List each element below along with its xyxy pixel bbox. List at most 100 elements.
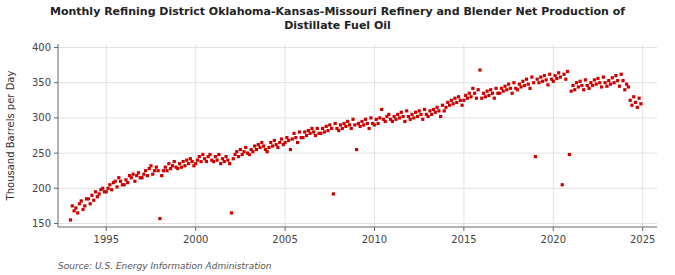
grid-line-x bbox=[553, 44, 554, 227]
grid-line-x bbox=[106, 44, 107, 227]
point bbox=[511, 92, 514, 95]
point bbox=[337, 129, 340, 132]
tick-label-x: 2000 bbox=[183, 234, 208, 245]
point bbox=[235, 150, 238, 153]
point bbox=[582, 88, 585, 91]
point bbox=[570, 90, 573, 93]
point bbox=[509, 87, 512, 90]
point bbox=[502, 90, 505, 93]
tick-x bbox=[553, 227, 554, 231]
point bbox=[414, 111, 417, 114]
point bbox=[291, 137, 294, 140]
point bbox=[89, 202, 92, 205]
point bbox=[595, 83, 598, 86]
point bbox=[224, 155, 227, 158]
point bbox=[384, 120, 387, 123]
point bbox=[357, 122, 360, 125]
point bbox=[475, 97, 478, 100]
grid-line-y bbox=[58, 223, 657, 224]
point bbox=[359, 125, 362, 128]
point bbox=[593, 78, 596, 81]
grid-line-x bbox=[374, 44, 375, 227]
point bbox=[362, 123, 365, 126]
point bbox=[494, 87, 497, 90]
point bbox=[620, 73, 623, 76]
point bbox=[400, 111, 403, 114]
point bbox=[289, 148, 292, 151]
annotation: Source: U.S. Energy Information Administ… bbox=[58, 261, 272, 271]
point bbox=[341, 127, 344, 130]
point bbox=[344, 125, 347, 128]
point bbox=[564, 78, 567, 81]
point bbox=[164, 166, 167, 169]
point bbox=[216, 159, 219, 162]
point bbox=[325, 125, 328, 128]
point bbox=[586, 84, 589, 87]
point bbox=[155, 166, 158, 169]
point bbox=[255, 148, 258, 151]
point bbox=[523, 84, 526, 87]
point bbox=[577, 85, 580, 88]
point bbox=[623, 88, 626, 91]
grid-line-x bbox=[195, 44, 196, 227]
point bbox=[108, 183, 111, 186]
point bbox=[491, 92, 494, 95]
y-axis bbox=[58, 44, 59, 227]
point bbox=[493, 97, 496, 100]
point bbox=[87, 197, 90, 200]
point bbox=[81, 208, 84, 211]
point bbox=[223, 160, 226, 163]
point bbox=[398, 116, 401, 119]
point bbox=[518, 83, 521, 86]
point bbox=[258, 146, 261, 149]
point bbox=[237, 155, 240, 158]
point bbox=[516, 88, 519, 91]
point bbox=[92, 199, 95, 202]
tick-label-x: 2025 bbox=[630, 234, 655, 245]
point bbox=[546, 83, 549, 86]
grid bbox=[58, 44, 657, 227]
point bbox=[539, 75, 542, 78]
point bbox=[368, 127, 371, 130]
point bbox=[221, 157, 224, 160]
point bbox=[559, 75, 562, 78]
point bbox=[278, 141, 281, 144]
point bbox=[185, 159, 188, 162]
point bbox=[548, 73, 551, 76]
tick-label-y: 350 bbox=[32, 77, 51, 88]
tick-label-y: 300 bbox=[32, 112, 51, 123]
point bbox=[182, 160, 185, 163]
point bbox=[443, 109, 446, 112]
tick-y bbox=[54, 188, 58, 189]
point bbox=[573, 88, 576, 91]
point bbox=[614, 74, 617, 77]
point bbox=[135, 174, 138, 177]
point bbox=[553, 74, 556, 77]
point bbox=[366, 122, 369, 125]
grid-line-y bbox=[58, 153, 657, 154]
point bbox=[214, 155, 217, 158]
point bbox=[541, 80, 544, 83]
tick-x bbox=[642, 227, 643, 231]
point bbox=[276, 146, 279, 149]
point bbox=[124, 178, 127, 181]
point bbox=[248, 153, 251, 156]
point bbox=[260, 141, 263, 144]
point bbox=[187, 162, 190, 165]
point bbox=[561, 183, 564, 186]
point bbox=[469, 95, 472, 98]
point bbox=[273, 139, 276, 142]
point bbox=[579, 80, 582, 83]
point bbox=[437, 109, 440, 112]
point bbox=[137, 171, 140, 174]
point bbox=[453, 97, 456, 100]
point bbox=[528, 87, 531, 90]
background bbox=[0, 0, 675, 275]
point bbox=[119, 180, 122, 183]
tick-x bbox=[463, 227, 464, 231]
point bbox=[339, 123, 342, 126]
point bbox=[319, 132, 322, 135]
tick-label-y: 400 bbox=[32, 42, 51, 53]
point bbox=[486, 90, 489, 93]
point bbox=[480, 97, 483, 100]
